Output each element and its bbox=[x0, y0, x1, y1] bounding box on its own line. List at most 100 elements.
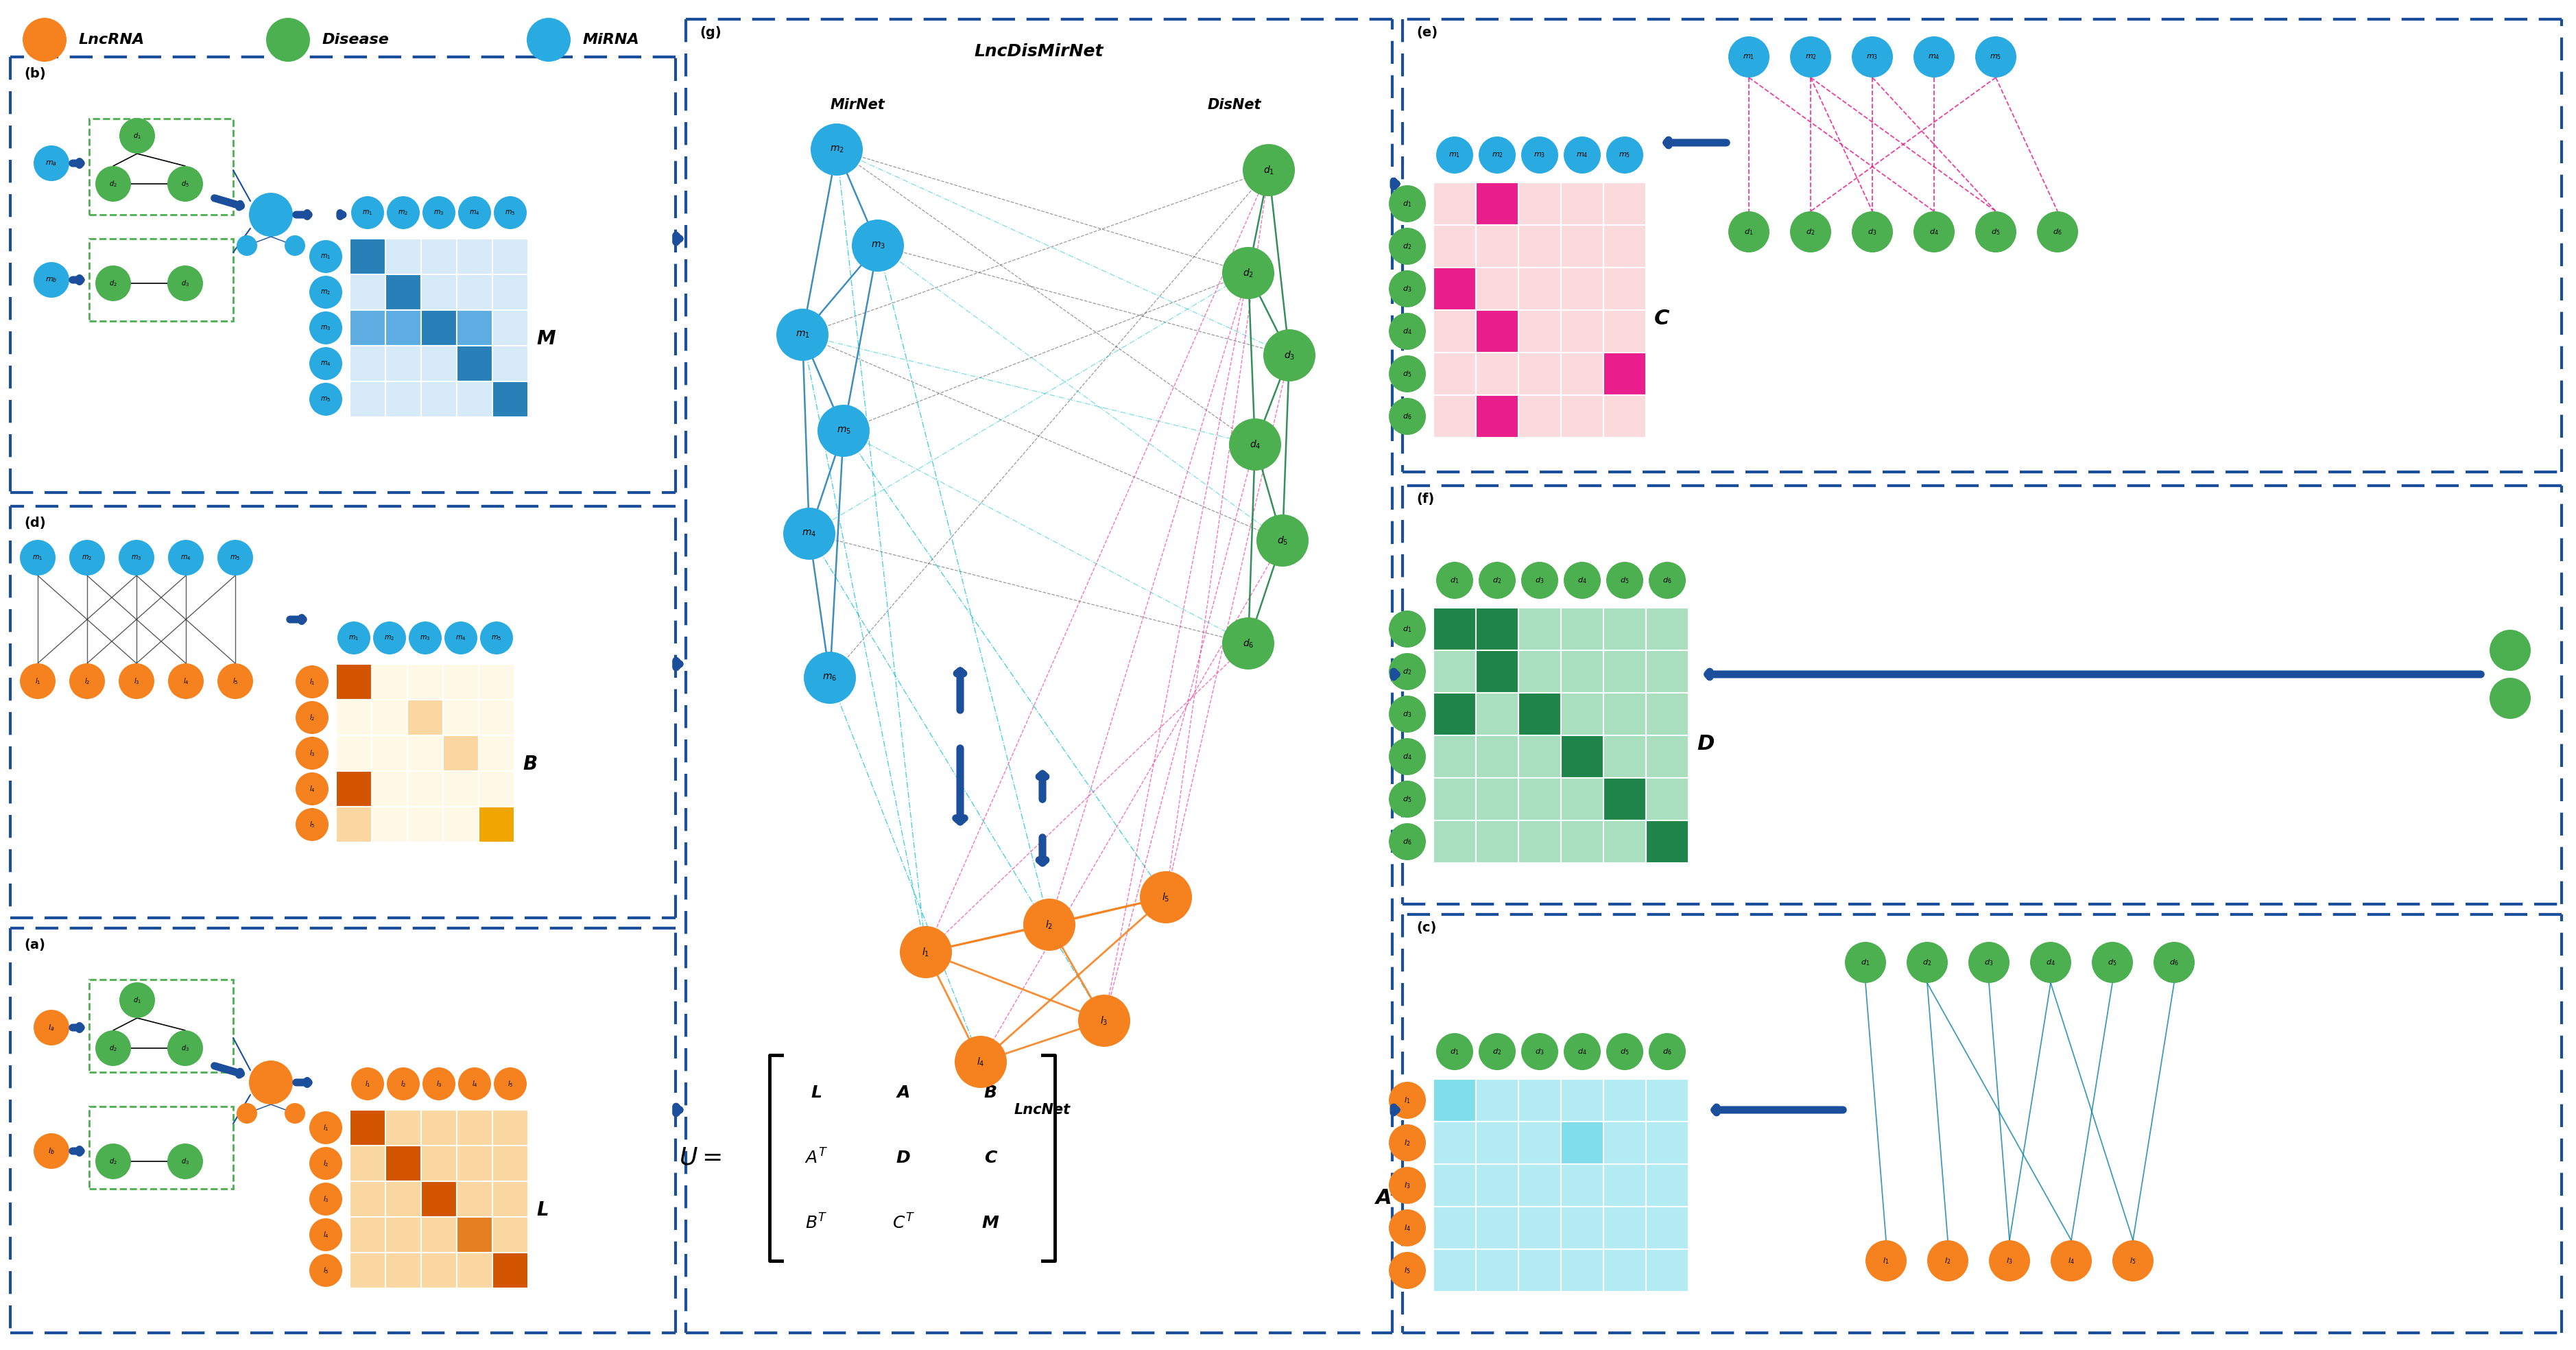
Bar bbox=[1602, 1249, 1646, 1292]
Circle shape bbox=[95, 166, 131, 201]
Circle shape bbox=[2030, 942, 2071, 983]
Text: $l_4$: $l_4$ bbox=[2069, 1256, 2074, 1265]
Text: $d_6$: $d_6$ bbox=[1662, 575, 1672, 585]
Bar bbox=[1561, 1079, 1602, 1122]
Text: $d_6$: $d_6$ bbox=[1404, 837, 1412, 846]
Circle shape bbox=[526, 18, 572, 62]
Text: LncNet: LncNet bbox=[1015, 1103, 1072, 1116]
Text: $d_2$: $d_2$ bbox=[1242, 267, 1255, 279]
Text: $m_5$: $m_5$ bbox=[1989, 53, 2002, 61]
Text: $m_6$: $m_6$ bbox=[822, 672, 837, 683]
Circle shape bbox=[309, 1183, 343, 1215]
Circle shape bbox=[446, 621, 477, 655]
Bar bbox=[1602, 651, 1646, 693]
Circle shape bbox=[265, 18, 309, 62]
Circle shape bbox=[1388, 1251, 1427, 1289]
Bar bbox=[371, 807, 407, 842]
Bar bbox=[1561, 778, 1602, 821]
Bar bbox=[1561, 311, 1602, 352]
Text: $d_5$: $d_5$ bbox=[1404, 794, 1412, 803]
Bar bbox=[386, 1253, 420, 1288]
Circle shape bbox=[459, 1068, 492, 1100]
Text: MiRNA: MiRNA bbox=[582, 32, 639, 47]
Circle shape bbox=[1388, 1081, 1427, 1119]
Circle shape bbox=[237, 235, 258, 256]
Text: $l_2$: $l_2$ bbox=[1404, 1138, 1412, 1148]
Circle shape bbox=[350, 196, 384, 230]
Text: $l_1$: $l_1$ bbox=[1883, 1256, 1888, 1265]
Circle shape bbox=[309, 347, 343, 381]
Text: $l_5$: $l_5$ bbox=[1404, 1266, 1412, 1276]
Bar bbox=[1432, 267, 1476, 311]
Circle shape bbox=[1388, 313, 1427, 350]
Bar bbox=[1517, 693, 1561, 736]
Circle shape bbox=[422, 196, 456, 230]
Circle shape bbox=[2154, 942, 2195, 983]
Circle shape bbox=[296, 809, 330, 841]
Text: C: C bbox=[1654, 309, 1669, 328]
Text: D: D bbox=[1698, 734, 1713, 753]
Text: $d_1$: $d_1$ bbox=[1450, 1046, 1458, 1056]
Circle shape bbox=[1388, 355, 1427, 393]
Text: DisNet: DisNet bbox=[1208, 99, 1262, 112]
Circle shape bbox=[479, 621, 513, 655]
Text: $l_4$: $l_4$ bbox=[976, 1056, 984, 1068]
Circle shape bbox=[1522, 562, 1558, 599]
Bar bbox=[350, 274, 386, 310]
Circle shape bbox=[118, 540, 155, 575]
Bar bbox=[492, 1216, 528, 1253]
Circle shape bbox=[783, 508, 835, 560]
Text: $d_2$: $d_2$ bbox=[1806, 227, 1816, 236]
Circle shape bbox=[1221, 617, 1275, 670]
Text: Disease: Disease bbox=[322, 32, 389, 47]
Text: $m_5$: $m_5$ bbox=[229, 554, 240, 562]
Circle shape bbox=[1522, 136, 1558, 174]
Bar bbox=[1432, 778, 1476, 821]
Bar bbox=[1432, 396, 1476, 437]
Text: $l_a$: $l_a$ bbox=[49, 1023, 54, 1033]
Circle shape bbox=[1437, 136, 1473, 174]
Circle shape bbox=[1388, 270, 1427, 308]
Text: $l_2$: $l_2$ bbox=[399, 1079, 407, 1088]
Text: $l_3$: $l_3$ bbox=[1404, 1181, 1412, 1191]
Bar bbox=[1432, 225, 1476, 267]
Text: B: B bbox=[984, 1084, 997, 1102]
Bar bbox=[1646, 1249, 1687, 1292]
Bar bbox=[420, 311, 456, 346]
Text: $l_4$: $l_4$ bbox=[471, 1079, 477, 1088]
Circle shape bbox=[309, 383, 343, 416]
Circle shape bbox=[1649, 1033, 1685, 1071]
Circle shape bbox=[33, 1133, 70, 1169]
Text: $d_3$: $d_3$ bbox=[180, 278, 188, 288]
Circle shape bbox=[495, 196, 526, 230]
Circle shape bbox=[374, 621, 407, 655]
Bar bbox=[1517, 182, 1561, 225]
Bar bbox=[1432, 1249, 1476, 1292]
Text: $d_5$: $d_5$ bbox=[1620, 575, 1628, 585]
Text: $d_3$: $d_3$ bbox=[1868, 227, 1878, 236]
Text: $m_4$: $m_4$ bbox=[1927, 53, 1940, 61]
Bar bbox=[350, 1216, 386, 1253]
Circle shape bbox=[1242, 144, 1296, 196]
Bar bbox=[1561, 736, 1602, 778]
Text: $d_2$: $d_2$ bbox=[108, 1044, 116, 1053]
Bar bbox=[420, 346, 456, 382]
Circle shape bbox=[309, 275, 343, 309]
Bar bbox=[350, 346, 386, 382]
Circle shape bbox=[167, 1143, 204, 1179]
Circle shape bbox=[1564, 562, 1600, 599]
Bar bbox=[1561, 1207, 1602, 1249]
Bar bbox=[479, 699, 515, 736]
Circle shape bbox=[495, 1068, 526, 1100]
Text: $d_1$: $d_1$ bbox=[1450, 575, 1458, 585]
Circle shape bbox=[1388, 695, 1427, 733]
Bar bbox=[420, 1146, 456, 1181]
Bar bbox=[1476, 1249, 1517, 1292]
Text: $d_2$: $d_2$ bbox=[1404, 667, 1412, 676]
Circle shape bbox=[956, 1035, 1007, 1088]
Bar bbox=[420, 1181, 456, 1216]
Bar bbox=[1602, 821, 1646, 863]
Bar bbox=[1517, 608, 1561, 651]
Bar bbox=[420, 1253, 456, 1288]
Text: $l_5$: $l_5$ bbox=[322, 1266, 330, 1276]
